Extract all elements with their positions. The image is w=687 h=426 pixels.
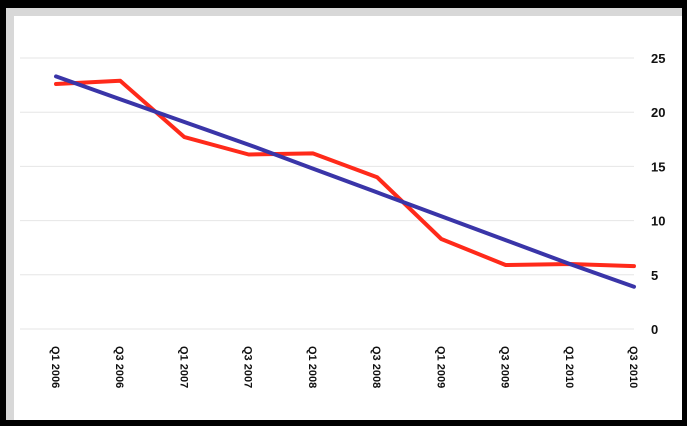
x-tick-label: Q1 2008 [306,346,318,388]
x-tick-label: Q1 2009 [434,346,446,388]
y-tick-label: 20 [651,105,665,120]
x-tick-label: Q1 2010 [563,346,575,388]
x-tick-label: Q1 2007 [177,346,189,388]
x-tick-labels: Q1 2006 Q3 2006 Q1 2007 Q3 2007 Q1 2008 Q3 20… [49,346,639,388]
x-tick-label: Q3 2006 [113,346,125,388]
y-tick-label: 15 [651,159,665,174]
x-tick-label: Q3 2007 [242,346,254,388]
y-tick-label: 0 [651,322,658,337]
x-tick-label: Q3 2010 [627,346,639,388]
x-tick-label: Q3 2008 [370,346,382,388]
x-tick-label: Q1 2006 [49,346,61,388]
gridlines [20,57,634,330]
y-tick-label: 25 [651,51,665,66]
y-tick-labels: 0 5 10 15 20 25 [651,51,665,337]
series-lines [54,74,636,289]
series-line-2 [54,74,636,289]
y-tick-label: 5 [651,268,658,283]
x-tick-label: Q3 2009 [499,346,511,388]
y-tick-label: 10 [651,214,665,229]
